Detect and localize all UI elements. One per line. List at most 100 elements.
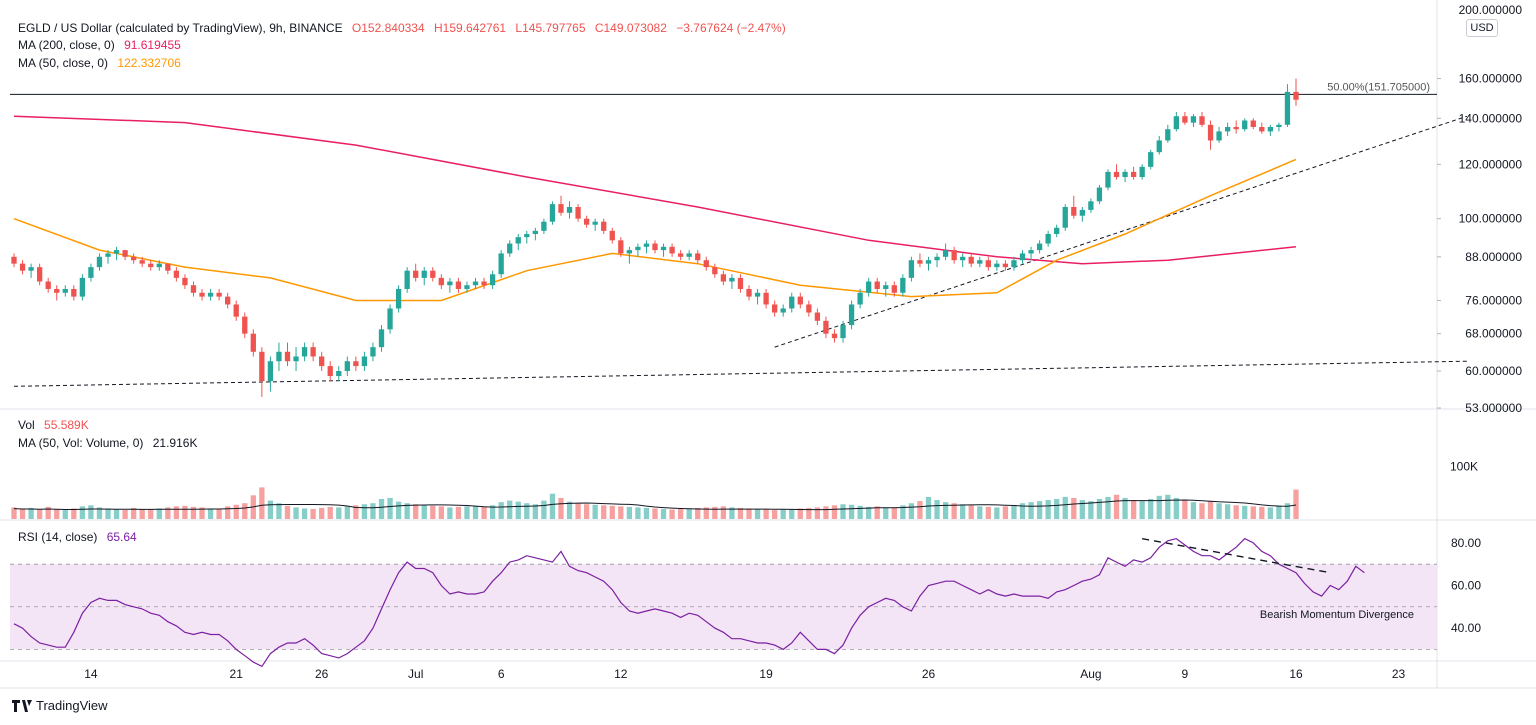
volume-bar	[532, 504, 538, 519]
candle-body	[11, 256, 17, 264]
time-axis-label: 12	[614, 667, 628, 681]
candle-body	[190, 285, 197, 293]
candle-body	[1233, 126, 1239, 130]
volume-bar	[1019, 503, 1026, 519]
candle-body	[1156, 140, 1162, 153]
volume-bar	[242, 503, 248, 519]
volume-bar	[344, 506, 350, 519]
rsi-line	[13, 537, 1365, 668]
volume-bar	[156, 508, 162, 519]
volume-bar	[695, 507, 701, 519]
candle-body	[1062, 206, 1068, 228]
price-scale-label: 88.000000	[1465, 250, 1522, 264]
volume-bar	[789, 508, 795, 519]
candle-body	[874, 281, 880, 289]
candle-body	[814, 312, 821, 321]
volume-bar	[1105, 496, 1111, 519]
volume-bar	[319, 507, 325, 519]
candle-body	[831, 333, 838, 339]
candle-body	[789, 296, 795, 309]
volume-bar	[1011, 505, 1017, 519]
candle-body	[216, 292, 222, 297]
candle-body	[1045, 233, 1051, 244]
volume-bar	[284, 505, 291, 519]
candle-body	[19, 263, 26, 271]
ma200-legend[interactable]: MA (200, close, 0) 91.619455	[18, 37, 181, 53]
volume-bar	[1002, 506, 1009, 519]
symbol-title[interactable]: EGLD / US Dollar (calculated by TradingV…	[18, 21, 343, 35]
candle-body	[1019, 253, 1026, 261]
ma50-legend[interactable]: MA (50, close, 0) 122.332706	[18, 55, 181, 71]
volume-bar	[378, 498, 385, 519]
volume-bar	[1113, 494, 1120, 519]
volume-ma-legend[interactable]: MA (50, Vol: Volume, 0) 21.916K	[18, 435, 197, 451]
candle-body	[1293, 91, 1299, 100]
candle-body	[635, 246, 641, 251]
candle-body	[703, 260, 709, 268]
candle-body	[139, 260, 145, 264]
volume-bar	[489, 505, 496, 519]
volume-bar	[1071, 497, 1077, 519]
volume-bar	[934, 500, 940, 519]
candle-body	[498, 253, 504, 275]
candle-body	[669, 246, 675, 254]
volume-bar	[96, 507, 103, 519]
volume-bar	[960, 504, 966, 519]
candle-body	[1284, 91, 1291, 125]
volume-bar	[207, 508, 214, 519]
volume-bar	[772, 510, 778, 519]
volume-bar	[737, 507, 744, 519]
price-scale-label: 140.000000	[1459, 111, 1523, 125]
candle-body	[156, 263, 162, 268]
candle-body	[1276, 124, 1282, 127]
candle-body	[122, 250, 128, 257]
candle-body	[1011, 260, 1017, 268]
volume-bar	[79, 506, 86, 519]
trendline-support-long	[13, 360, 1467, 387]
candle-body	[985, 260, 991, 268]
candle-body	[327, 366, 333, 377]
candle-body	[660, 246, 667, 251]
candle-body	[754, 292, 761, 297]
candle-body	[481, 281, 487, 286]
candle-body	[165, 263, 171, 271]
volume-bar	[900, 505, 906, 519]
volume-bar	[874, 506, 880, 519]
volume-bar	[1156, 495, 1162, 519]
candle-body	[746, 288, 752, 297]
volume-bar	[626, 506, 633, 519]
volume-bar	[1250, 506, 1256, 519]
vol-label: Vol	[18, 418, 35, 432]
candle-body	[1148, 152, 1154, 167]
candle-body	[677, 253, 684, 257]
tradingview-logo[interactable]: TradingView	[12, 698, 108, 713]
candle-body	[1190, 116, 1197, 123]
candle-body	[609, 230, 615, 241]
rsi-legend[interactable]: RSI (14, close) 65.64	[18, 529, 137, 545]
volume-bar	[395, 501, 402, 519]
volume-bar	[11, 507, 17, 519]
volume-bar	[1216, 503, 1222, 519]
rsi-value: 65.64	[106, 530, 137, 544]
brand-name: TradingView	[36, 698, 108, 713]
volume-legend[interactable]: Vol 55.589K	[18, 417, 89, 433]
volume-bar	[267, 500, 274, 519]
candle-body	[695, 253, 701, 261]
ohlc-values: O152.840334 H159.642761 L145.797765 C149…	[346, 21, 786, 35]
candle-body	[592, 221, 598, 225]
volume-bar	[575, 503, 581, 519]
candle-body	[319, 356, 325, 367]
volume-bar	[558, 497, 564, 519]
candle-body	[36, 267, 43, 282]
candle-body	[344, 361, 350, 372]
currency-badge[interactable]: USD	[1466, 19, 1498, 37]
candle-body	[361, 356, 368, 367]
volume-bar	[131, 507, 137, 519]
candle-body	[148, 263, 154, 268]
volume-bar	[481, 506, 487, 519]
volume-bar	[541, 500, 547, 519]
vol-ma-value: 21.916K	[152, 436, 198, 450]
candle-body	[182, 277, 188, 286]
candle-body	[207, 292, 214, 297]
